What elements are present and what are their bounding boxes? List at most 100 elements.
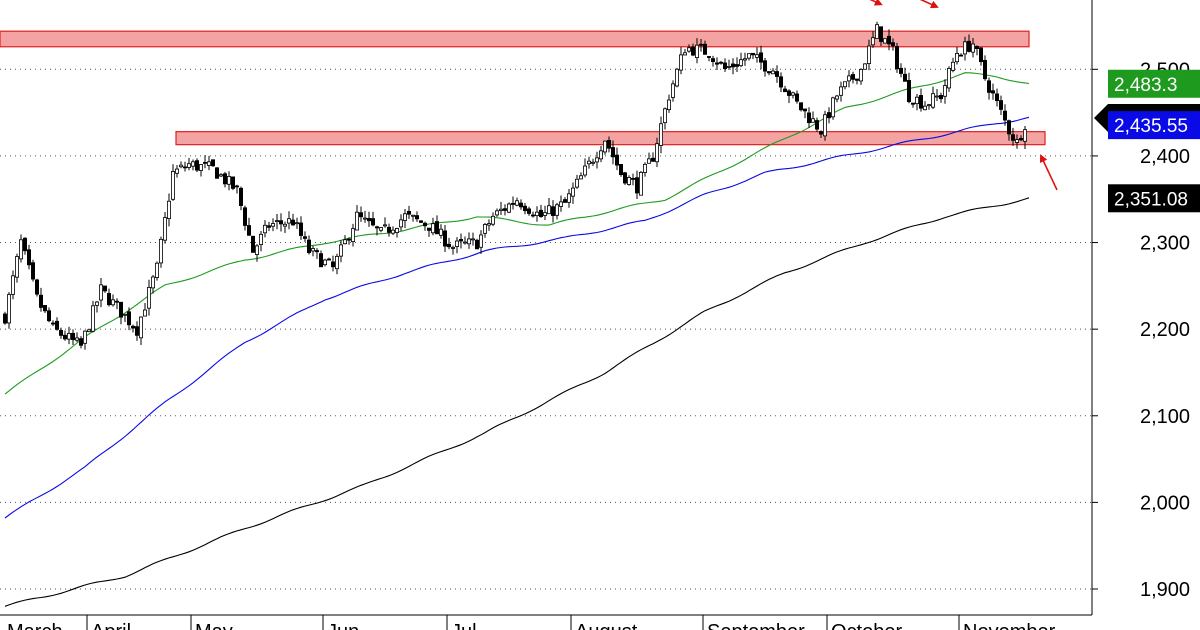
candle-body [727, 66, 732, 68]
candle-body [55, 320, 60, 330]
annotation-arrow [1039, 154, 1058, 191]
candle-body [595, 157, 600, 163]
candle-body [43, 305, 48, 312]
candle-body [127, 311, 132, 326]
candle-body [579, 175, 584, 180]
candle-body [210, 159, 215, 167]
candle-body [446, 243, 451, 248]
candle-body [951, 61, 956, 71]
candle-body [611, 147, 616, 158]
candle-body [91, 305, 96, 332]
candle-body [999, 100, 1004, 110]
candle-body [1023, 129, 1028, 142]
candle-body [330, 261, 335, 268]
candle-body [71, 332, 76, 341]
candle-body [899, 67, 904, 74]
candle-body [591, 161, 596, 164]
candle-body [887, 35, 892, 45]
candle-body [555, 204, 560, 216]
candle-body [987, 80, 992, 93]
candle-body [543, 212, 548, 216]
candle-body [306, 239, 311, 254]
candle-body [895, 46, 900, 70]
candle-body [358, 212, 363, 218]
candle-body [679, 54, 684, 71]
candle-body [158, 238, 163, 264]
candle-body [35, 279, 40, 295]
candle-body [663, 108, 668, 124]
candle-body [222, 173, 227, 185]
candle-body [1007, 120, 1012, 135]
candle-body [486, 223, 491, 226]
candle-body [418, 220, 423, 223]
candle-body [282, 223, 287, 227]
candle-body [515, 200, 520, 206]
candle-body [771, 70, 776, 75]
candle-body [607, 140, 612, 149]
candle-body [174, 168, 179, 174]
candle-body [386, 226, 391, 233]
candle-body [603, 140, 608, 153]
price-tag-box [1108, 69, 1200, 98]
candle-body [623, 172, 628, 184]
candle-body [510, 202, 515, 205]
candle-body [394, 228, 399, 233]
candle-body [563, 199, 568, 203]
month-label: Jun [327, 621, 359, 630]
candle-body [26, 249, 31, 266]
candle-body [843, 81, 848, 88]
candle-body [719, 61, 724, 64]
candle-body [743, 58, 748, 61]
candle-body [983, 59, 988, 80]
month-label: April [91, 621, 131, 630]
candle-body [178, 164, 183, 168]
candle-body [198, 164, 203, 171]
candle-body [883, 38, 888, 44]
candle-body [342, 239, 347, 245]
candle-body [763, 60, 768, 72]
candle-body [671, 83, 676, 98]
candle-body [290, 219, 295, 226]
candle-body [186, 163, 191, 168]
candle-body [927, 104, 932, 107]
candle-body [851, 74, 856, 80]
month-label: November [963, 621, 1056, 630]
candle-body [478, 234, 483, 248]
candle-body [807, 112, 812, 124]
candle-body [422, 222, 427, 227]
annotation-arrow [919, 0, 939, 9]
candle-body [83, 330, 88, 344]
candlesticks [3, 21, 1028, 350]
candle-body [402, 213, 407, 221]
candle-body [350, 228, 355, 243]
candle-body [234, 185, 239, 188]
candle-body [527, 208, 532, 214]
candle-body [559, 201, 564, 207]
month-label: May [195, 621, 233, 630]
price-tag-box [1108, 111, 1200, 140]
candle-body [214, 167, 219, 179]
candle-body [506, 203, 511, 213]
candle-body [438, 228, 443, 236]
candle-body [711, 58, 716, 62]
candle-body [67, 333, 72, 340]
candle-body [655, 143, 660, 163]
candle-body [111, 299, 116, 306]
candle-body [639, 171, 644, 196]
candle-body [206, 161, 211, 166]
candle-body [87, 329, 92, 333]
candle-body [943, 85, 948, 97]
candle-body [531, 214, 536, 217]
candle-body [575, 178, 580, 188]
candle-body [103, 285, 108, 292]
candle-body [991, 90, 996, 94]
candle-body [635, 177, 640, 194]
candle-body [935, 95, 940, 98]
candle-body [230, 176, 235, 189]
candle-body [947, 68, 952, 89]
candle-body [915, 96, 920, 105]
candle-body [190, 161, 195, 167]
candle-body [687, 47, 692, 52]
candle-body [703, 43, 708, 55]
candle-body [755, 54, 760, 58]
